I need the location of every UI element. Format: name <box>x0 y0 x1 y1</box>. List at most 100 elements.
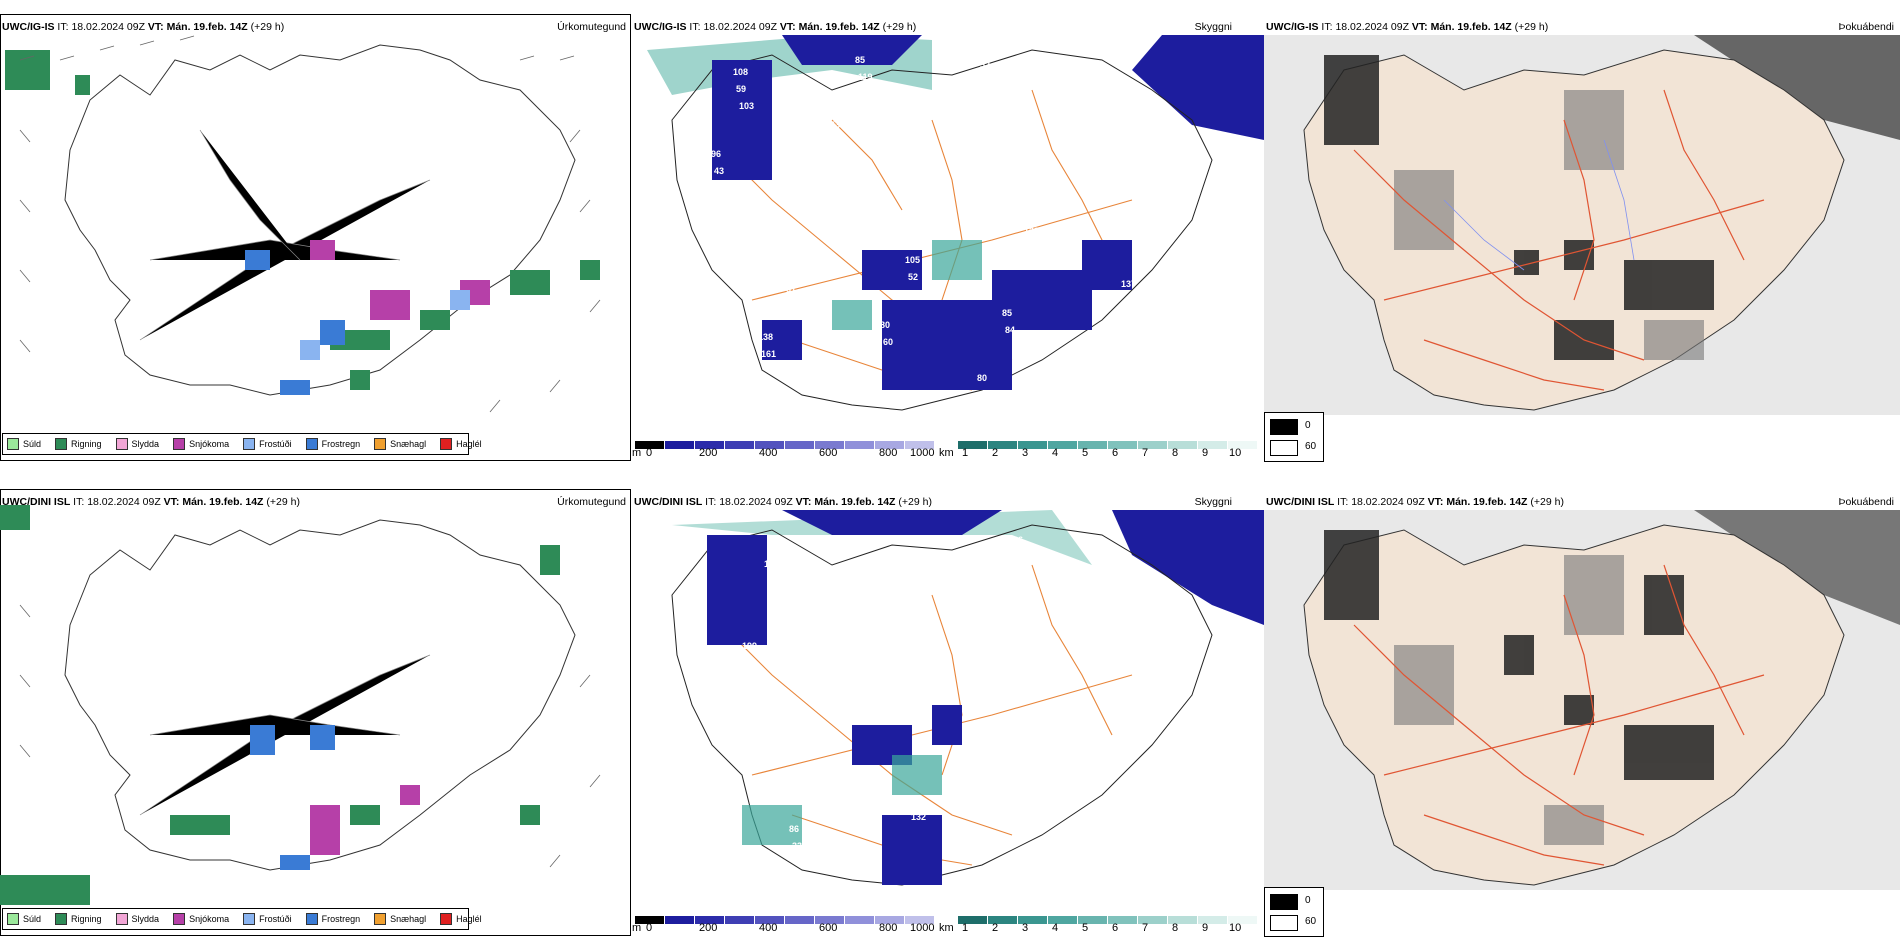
elevation-colorbar <box>635 911 935 924</box>
visibility-value-label: 59 <box>736 84 747 94</box>
visibility-value-label: 106 <box>1008 535 1024 545</box>
visibility-value-label: 125 <box>764 559 780 569</box>
map-frame <box>0 489 631 936</box>
visibility-map <box>647 35 1264 411</box>
visibility-tick: 6 <box>1112 447 1119 459</box>
visibility-value-label: 84 <box>1005 325 1016 335</box>
legend-item-haglel: Haglél <box>440 438 482 450</box>
visibility-value-label: 80 <box>977 373 988 383</box>
visibility-value-label: 53 <box>1077 113 1088 123</box>
legend-swatch <box>173 913 186 925</box>
visibility-tick: 1 <box>962 922 969 934</box>
panel-title: UWC/IG-IS IT: 18.02.2024 09Z VT: Mán. 19… <box>634 21 917 33</box>
visibility-value-label: 210 <box>927 173 943 183</box>
fog-panel-top: UWC/IG-IS IT: 18.02.2024 09Z VT: Mán. 19… <box>1264 0 1900 475</box>
visibility-value-label: 81 <box>786 284 797 294</box>
legend-swatch <box>440 438 453 450</box>
visibility-tick: 5 <box>1082 447 1089 459</box>
elevation-tick: 600 <box>819 447 838 459</box>
fog-panel-bottom: UWC/DINI ISL IT: 18.02.2024 09Z VT: Mán.… <box>1264 475 1900 950</box>
visibility-tick: 5 <box>1082 922 1089 934</box>
visibility-tick: 1 <box>962 447 969 459</box>
visibility-value-label: 119 <box>858 72 873 82</box>
visibility-value-label: 123 <box>1024 226 1040 236</box>
visibility-value-label: 96 <box>1152 771 1163 781</box>
visibility-value-label: 103 <box>739 101 755 111</box>
fog-tick: 60 <box>1305 916 1317 927</box>
precip-legend: Súld Rigning Slydda Snjókoma Frostúði Fr… <box>2 908 482 930</box>
visibility-value-label: 59 <box>833 137 844 147</box>
visibility-value-label: 105 <box>839 694 855 704</box>
elevation-tick: 800 <box>879 447 898 459</box>
fog-tick: 0 <box>1305 895 1311 906</box>
visibility-value-label: 125 <box>886 547 902 557</box>
legend-item-frostregn: Frostregn <box>305 438 360 450</box>
visibility-value-label: 138 <box>758 332 774 342</box>
legend-item-snjokoma: Snjókoma <box>173 913 229 925</box>
visibility-tick: 6 <box>1112 922 1119 934</box>
visibility-value-label: 43 <box>955 125 966 135</box>
visibility-value-label: 96 <box>711 149 722 159</box>
visibility-tick: 10 <box>1229 922 1242 934</box>
visibility-value-label: 132 <box>911 812 927 822</box>
elevation-tick: 400 <box>759 447 778 459</box>
visibility-value-label: 65 <box>933 207 944 217</box>
visibility-tick: 2 <box>992 922 999 934</box>
visibility-value-label: 132 <box>1030 260 1046 270</box>
visibility-value-label: 52 <box>980 60 991 70</box>
fog-map <box>1264 510 1900 890</box>
row-bottom: UWC/DINI ISL IT: 18.02.2024 09Z VT: Mán.… <box>0 475 1900 950</box>
visibility-value-label: 227 <box>717 706 733 716</box>
visibility-unit: km <box>939 447 954 459</box>
legend-swatch <box>55 913 68 925</box>
visibility-panel-bottom: UWC/DINI ISL IT: 18.02.2024 09Z VT: Mán.… <box>632 475 1264 950</box>
precip-type-panel-bottom: UWC/DINI ISL IT: 18.02.2024 09Z VT: Mán.… <box>0 475 632 950</box>
elevation-unit: m <box>632 447 642 459</box>
elevation-tick: 1000 <box>910 922 935 934</box>
legend-swatch <box>173 438 186 450</box>
visibility-value-label: 65 <box>1033 800 1044 810</box>
visibility-value-label: 52 <box>908 272 919 282</box>
elevation-tick: 600 <box>819 922 838 934</box>
visibility-tick: 8 <box>1172 922 1179 934</box>
legend-swatch <box>243 438 256 450</box>
visibility-value-label: 46 <box>1149 231 1160 241</box>
visibility-colorbar <box>958 911 1258 924</box>
elevation-tick: 200 <box>699 447 718 459</box>
visibility-value-label: 95 <box>1099 361 1110 371</box>
visibility-value-label: 53 <box>830 120 841 130</box>
legend-swatch <box>115 438 128 450</box>
visibility-value-label: 96 <box>952 108 963 118</box>
panel-title: UWC/DINI ISL IT: 18.02.2024 09Z VT: Mán.… <box>1266 496 1564 508</box>
legend-item-sudd: Súld <box>7 438 41 450</box>
map-frame <box>0 14 631 461</box>
legend-swatch <box>440 913 453 925</box>
elevation-tick: 200 <box>699 922 718 934</box>
visibility-value-label: 115 <box>1105 588 1120 598</box>
visibility-value-label: 47 <box>1155 788 1166 798</box>
panel-name: Skyggni <box>1194 21 1232 33</box>
legend-item-snaehagl: Snæhagl <box>374 913 426 925</box>
iceland-outline-map <box>5 35 601 413</box>
fog-swatch-white <box>1270 440 1298 456</box>
precip-type-panel-top: UWC/IG-IS IT: 18.02.2024 09Z VT: Mán. 19… <box>0 0 632 475</box>
visibility-value-label: 153 <box>767 576 783 586</box>
visibility-tick: 2 <box>992 447 999 459</box>
visibility-value-label: 86 <box>789 824 800 834</box>
visibility-value-label: 52 <box>1058 735 1069 745</box>
fog-swatch-black <box>1270 419 1298 435</box>
visibility-value-label: 93 <box>958 665 969 675</box>
visibility-value-label: 137 <box>1121 279 1137 289</box>
visibility-tick: 3 <box>1022 447 1029 459</box>
legend-swatch <box>55 438 68 450</box>
visibility-value-label: 85 <box>1002 308 1013 318</box>
legend-item-sudd: Súld <box>7 913 41 925</box>
visibility-value-label: 69 <box>1049 161 1060 171</box>
visibility-value-label: 112 <box>1074 96 1089 106</box>
legend-swatch <box>374 913 387 925</box>
visibility-value-label: 199 <box>742 641 758 651</box>
legend-swatch <box>7 438 19 450</box>
elevation-tick: 1000 <box>910 447 935 459</box>
legend-swatch <box>115 913 128 925</box>
row-top: UWC/IG-IS IT: 18.02.2024 09Z VT: Mán. 19… <box>0 0 1900 475</box>
